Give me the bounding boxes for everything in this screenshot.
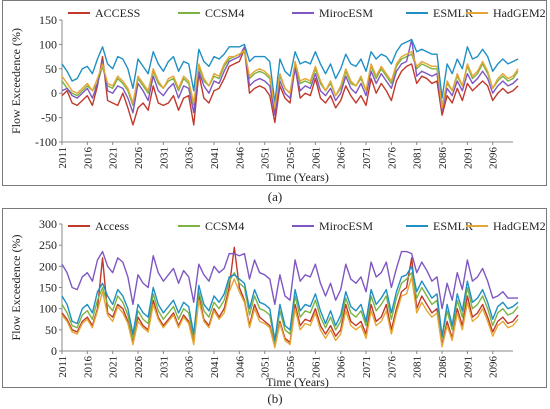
chart-b-series-hadgem2-line [61,276,519,349]
chart-b-y-tick-label-1: 50 [45,323,57,337]
chart-a-y-tick-label-4: 100 [39,37,57,51]
chart-a-y-tick-label-1: -50 [41,111,57,125]
panel-a-caption: (a) [267,189,283,204]
chart-b-legend-label-ccsm4: CCSM4 [205,219,244,233]
chart-a-y-axis-label: Flow Exceedence (%) [9,28,23,134]
chart-b-legend-label-esmlr: ESMLR [433,219,473,233]
panel-b: 0 50 100 150 200 250 300 2011 2016 2021 2026 2031 20… [0,206,550,409]
chart-b-x-tick-label-10: 2061 [310,356,322,378]
chart-a-legend-label-ccsm4: CCSM4 [205,6,244,20]
chart-a-x-tick-label-0: 2011 [57,147,69,169]
chart-b-x-tick-label-7: 2046 [234,356,246,379]
chart-a-legend-label-access: ACCESS [95,6,140,20]
chart-b-x-tick-label-8: 2051 [260,356,272,378]
chart-a-x-tick-label-15: 2086 [437,147,449,170]
chart-a-series-hadgem2-line [61,49,519,109]
chart-b-x-axis-label: Time (Years) [266,375,329,389]
chart-b-series-esmlr-line [61,265,519,342]
chart-a-x-tick-label-6: 2041 [209,147,221,169]
chart-b-x-tick-label-1: 2016 [82,356,94,379]
chart-a-x-tick-label-9: 2056 [285,147,297,170]
chart-a-x-tick-label-17: 2096 [488,147,500,170]
chart-a-x-tick-label-3: 2026 [133,147,145,170]
chart-b-series-ccsm4-line [61,271,519,344]
chart-a-x-tick-label-8: 2051 [260,147,272,169]
chart-b-y-tick-label-3: 150 [39,281,57,295]
panel-b-caption: (b) [267,391,283,406]
chart-b-y-tick-label-4: 200 [39,259,57,273]
chart-a-x-tick-label-12: 2071 [361,147,373,169]
chart-a-x-tick-label-7: 2046 [234,147,246,170]
chart-a-series-access-line [61,48,519,126]
chart-a-x-tick-label-2: 2021 [108,147,120,169]
chart-b-x-tick-label-17: 2096 [488,356,500,379]
panel-b-frame [2,208,547,388]
chart-b-x-tick-label-13: 2076 [386,356,398,379]
chart-b-series-mirocesm-line [61,250,519,310]
chart-a-y-tick-label-0: -100 [35,135,57,149]
chart-b-x-tick-label-6: 2041 [209,356,221,378]
chart-b: 0 50 100 150 200 250 300 2011 2016 2021 2026 2031 20… [9,217,546,389]
chart-b-x-tick-label-15: 2086 [437,356,449,379]
chart-b-x-tick-label-2: 2021 [108,356,120,378]
chart-a-legend-label-hadgem2: HadGEM2 [493,6,546,20]
chart-b-x-tick-label-5: 2036 [184,356,196,379]
chart-b-legend-label-access: Access [95,219,129,233]
chart-a-x-tick-label-5: 2036 [184,147,196,170]
chart-b-x-tick-label-14: 2081 [412,356,424,378]
chart-a-series-mirocesm-line [61,38,519,116]
chart-a-legend-label-mirocesm: MirocESM [319,6,373,20]
chart-b-x-tick-label-0: 2011 [57,356,69,378]
chart-b-x-tick-label-9: 2056 [285,356,297,379]
panel-a-frame [2,0,547,186]
chart-a-x-tick-label-10: 2061 [310,147,322,169]
chart-b-y-tick-label-6: 300 [39,217,57,231]
chart-a-x-tick-label-1: 2016 [82,147,94,170]
chart-b-x-tick-label-11: 2066 [336,356,348,379]
chart-b-y-tick-label-0: 0 [51,344,57,358]
chart-a-x-tick-label-11: 2066 [336,147,348,170]
chart-a: -100 -50 0 50 100 150 2011 2016 2021 2026 2031 2036… [9,6,546,184]
chart-a-x-tick-label-13: 2076 [386,147,398,170]
chart-b-x-tick-label-4: 2031 [158,356,170,378]
chart-a-series-esmlr-line [61,38,519,104]
chart-b-y-tick-label-5: 250 [39,238,57,252]
chart-a-legend-label-esmlr: ESMLR [433,6,473,20]
panel-a: -100 -50 0 50 100 150 2011 2016 2021 2026 2031 2036… [2,0,547,204]
chart-a-x-tick-label-4: 2031 [158,147,170,169]
chart-a-x-axis-label: Time (Years) [266,170,329,184]
chart-b-y-axis-label: Flow Exceedence (%) [9,235,23,341]
chart-b-legend-label-hadgem2: HadGEM2 [493,219,546,233]
chart-a-y-tick-label-5: 150 [39,13,57,27]
chart-a-x-tick-label-14: 2081 [412,147,424,169]
chart-b-x-tick-label-12: 2071 [361,356,373,378]
chart-a-y-tick-label-3: 50 [45,62,57,76]
chart-b-x-tick-label-3: 2026 [133,356,145,379]
chart-b-legend-label-mirocesm: MirocESM [319,219,373,233]
chart-a-y-tick-label-2: 0 [51,86,57,100]
chart-b-y-tick-label-2: 100 [39,302,57,316]
chart-b-x-tick-label-16: 2091 [462,356,474,378]
chart-a-x-tick-label-16: 2091 [462,147,474,169]
